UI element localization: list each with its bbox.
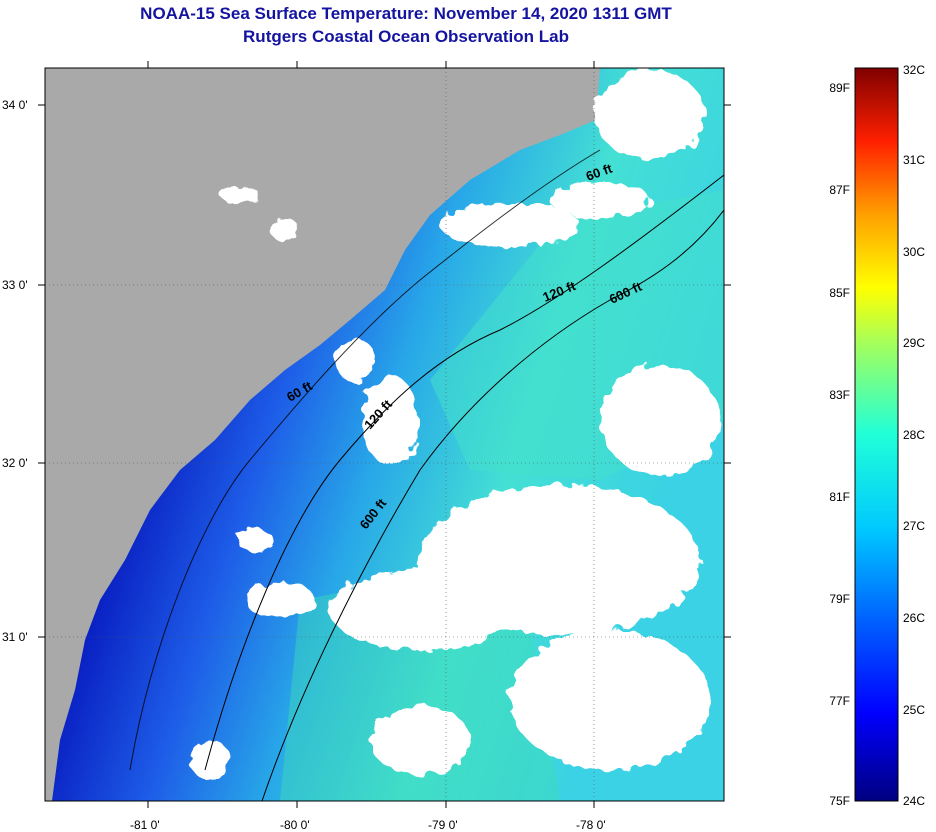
colorbar bbox=[854, 67, 899, 802]
colorbar-c-label: 26C bbox=[903, 611, 925, 625]
colorbar-f-label: 87F bbox=[829, 183, 850, 197]
colorbar-c-label: 25C bbox=[903, 703, 925, 717]
colorbar-f-label: 83F bbox=[829, 388, 850, 402]
colorbar-c-label: 27C bbox=[903, 519, 925, 533]
colorbar-f-label: 81F bbox=[829, 490, 850, 504]
lat-label: 32 0' bbox=[2, 456, 28, 470]
colorbar-f-label: 77F bbox=[829, 694, 850, 708]
colorbar-f-labels: 89F 87F 85F 83F 81F 79F 77F 75F bbox=[829, 81, 850, 808]
colorbar-c-label: 24C bbox=[903, 794, 925, 808]
colorbar-f-label: 79F bbox=[829, 592, 850, 606]
colorbar-c-label: 28C bbox=[903, 428, 925, 442]
lon-label: -78 0' bbox=[576, 818, 606, 832]
isobath-600ft bbox=[261, 209, 724, 801]
lon-label: -80 0' bbox=[280, 818, 310, 832]
colorbar-f-label: 89F bbox=[829, 81, 850, 95]
map-subtitle: Rutgers Coastal Ocean Observation Lab bbox=[243, 27, 569, 46]
axis-ticks bbox=[38, 61, 731, 808]
isobath-60ft bbox=[129, 149, 601, 771]
colorbar-c-label: 31C bbox=[903, 153, 925, 167]
sst-map bbox=[45, 68, 724, 801]
map-title: NOAA-15 Sea Surface Temperature: Novembe… bbox=[140, 4, 672, 23]
lat-label: 31 0' bbox=[2, 630, 28, 644]
land-mass bbox=[45, 68, 600, 801]
lat-label: 34 0' bbox=[2, 98, 28, 112]
colorbar-c-label: 29C bbox=[903, 336, 925, 350]
colorbar-f-label: 75F bbox=[829, 794, 850, 808]
colorbar-c-label: 32C bbox=[903, 63, 925, 77]
lon-label: -81 0' bbox=[130, 818, 160, 832]
map-border bbox=[44, 67, 725, 802]
cloud-mask bbox=[190, 70, 720, 780]
colorbar-c-label: 30C bbox=[903, 245, 925, 259]
lon-label: -79 0' bbox=[428, 818, 458, 832]
lat-label: 33 0' bbox=[2, 278, 28, 292]
colorbar-f-label: 85F bbox=[829, 286, 850, 300]
colorbar-c-labels: 32C 31C 30C 29C 28C 27C 26C 25C 24C bbox=[903, 63, 925, 808]
isobath-120ft bbox=[204, 174, 724, 771]
